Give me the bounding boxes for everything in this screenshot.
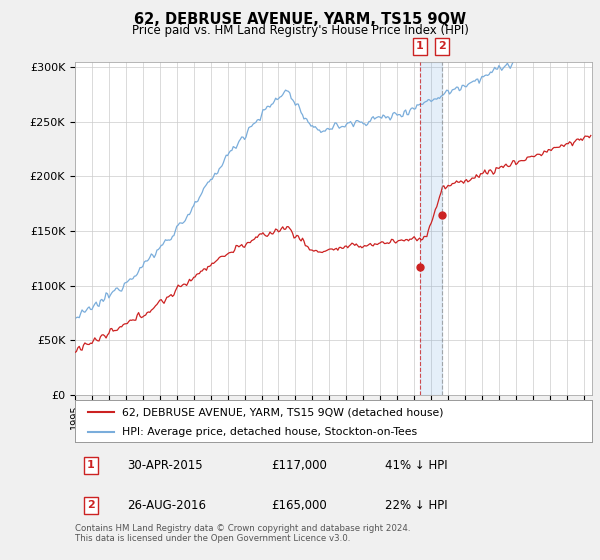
Text: 26-AUG-2016: 26-AUG-2016 [127, 499, 206, 512]
Text: Contains HM Land Registry data © Crown copyright and database right 2024.
This d: Contains HM Land Registry data © Crown c… [75, 524, 410, 543]
Text: HPI: Average price, detached house, Stockton-on-Tees: HPI: Average price, detached house, Stoc… [122, 427, 416, 437]
Text: 1: 1 [416, 41, 424, 52]
Text: £117,000: £117,000 [272, 459, 328, 472]
Text: 41% ↓ HPI: 41% ↓ HPI [385, 459, 448, 472]
Text: 2: 2 [86, 501, 94, 510]
Text: 62, DEBRUSE AVENUE, YARM, TS15 9QW (detached house): 62, DEBRUSE AVENUE, YARM, TS15 9QW (deta… [122, 407, 443, 417]
Text: 2: 2 [438, 41, 446, 52]
Text: 30-APR-2015: 30-APR-2015 [127, 459, 202, 472]
Bar [420, 62, 442, 395]
Text: 22% ↓ HPI: 22% ↓ HPI [385, 499, 448, 512]
Text: Price paid vs. HM Land Registry's House Price Index (HPI): Price paid vs. HM Land Registry's House … [131, 24, 469, 36]
Text: 62, DEBRUSE AVENUE, YARM, TS15 9QW: 62, DEBRUSE AVENUE, YARM, TS15 9QW [134, 12, 466, 27]
Text: £165,000: £165,000 [272, 499, 327, 512]
Bar [575, 62, 592, 395]
Text: 1: 1 [86, 460, 94, 470]
